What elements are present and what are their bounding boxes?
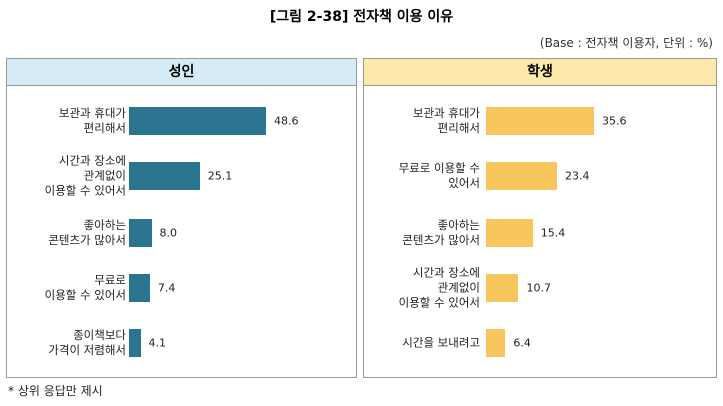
category-label: 좋아하는 콘텐츠가 많아서 bbox=[402, 218, 480, 247]
bar bbox=[129, 107, 266, 135]
category-label: 시간과 장소에 관계없이 이용할 수 있어서 bbox=[44, 153, 126, 198]
category-label: 무료로 이용할 수 있어서 bbox=[44, 273, 126, 302]
value-label: 7.4 bbox=[157, 281, 176, 295]
panel-title: 성인 bbox=[7, 59, 356, 86]
value-label: 23.4 bbox=[564, 169, 590, 183]
bar bbox=[486, 162, 557, 190]
category-label: 시간을 보내려고 bbox=[402, 335, 480, 350]
figure-title: [그림 2-38] 전자책 이용 이유 bbox=[269, 9, 454, 25]
category-label: 보관과 휴대가 편리해서 bbox=[412, 106, 480, 135]
category-label: 좋아하는 콘텐츠가 많아서 bbox=[48, 218, 126, 247]
value-label: 10.7 bbox=[526, 281, 551, 295]
bar bbox=[486, 107, 594, 135]
category-label: 종이책보다 가격이 저렴해서 bbox=[48, 328, 126, 357]
footnote: * 상위 응답만 제시 bbox=[8, 384, 103, 398]
panel-title: 학생 bbox=[364, 59, 716, 86]
bar bbox=[486, 274, 519, 302]
bar bbox=[486, 329, 506, 357]
category-label: 무료로 이용할 수 있어서 bbox=[398, 161, 480, 190]
value-label: 6.4 bbox=[513, 336, 531, 350]
value-label: 8.0 bbox=[159, 226, 178, 240]
category-label: 보관과 휴대가 편리해서 bbox=[58, 106, 126, 135]
bar bbox=[129, 219, 152, 247]
subtitle: (Base : 전자책 이용자, 단위 : %) bbox=[539, 36, 713, 50]
value-label: 4.1 bbox=[148, 336, 167, 350]
category-label: 시간과 장소에 관계없이 이용할 수 있어서 bbox=[398, 265, 480, 310]
bar bbox=[486, 219, 533, 247]
value-label: 25.1 bbox=[207, 169, 233, 183]
value-label: 48.6 bbox=[274, 114, 299, 128]
bar bbox=[129, 329, 141, 357]
value-label: 35.6 bbox=[602, 114, 627, 128]
bar bbox=[129, 274, 150, 302]
bar bbox=[129, 162, 200, 190]
value-label: 15.4 bbox=[540, 226, 566, 240]
